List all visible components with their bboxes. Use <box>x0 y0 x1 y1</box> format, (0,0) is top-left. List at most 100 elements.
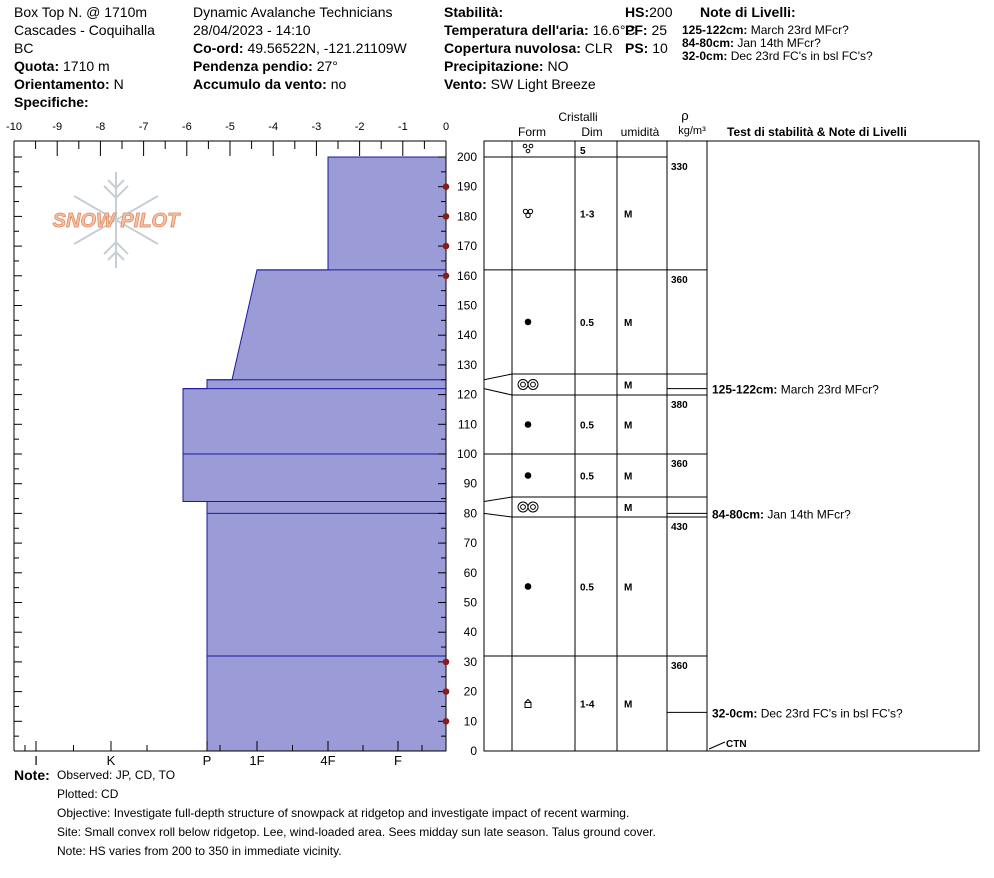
mf-outer-circle <box>527 379 539 390</box>
height-tick-label: 70 <box>464 536 478 550</box>
mf-inner-circle <box>530 504 536 510</box>
height-tick-label: 140 <box>457 328 477 342</box>
coord-label: Co-ord: <box>193 40 244 56</box>
height-tick-label: 190 <box>457 180 477 194</box>
sky-value: CLR <box>584 40 613 56</box>
test-arrow-line <box>708 741 726 750</box>
height-tick-label: 100 <box>457 447 477 461</box>
temp-tick-label: 0 <box>443 121 449 133</box>
pp-circle <box>525 212 531 219</box>
elevation: Quota: 1710 m <box>14 57 110 75</box>
height-tick-label: 150 <box>457 299 477 313</box>
hardness-tick-label: I <box>34 753 38 768</box>
layer-dim: 0.5 <box>580 318 594 329</box>
operator-name: Dynamic Avalanche Technicians <box>193 4 393 20</box>
aspect: Orientamento: N <box>14 75 124 93</box>
layer-dim: 0.5 <box>580 472 594 483</box>
note-line-5: Note: HS varies from 200 to 350 in immed… <box>57 844 342 858</box>
layer-moisture: M <box>624 421 632 432</box>
coord-value: 49.56522N, -121.21109W <box>247 40 407 56</box>
note-line-1: Observed: JP, CD, TO <box>57 768 176 782</box>
temperature-point <box>442 213 450 220</box>
elevation-label: Quota: <box>14 58 60 74</box>
hardness-tick-label: F <box>394 753 402 768</box>
layer-note-3: 32-0cm: Dec 23rd FC's in bsl FC's? <box>682 50 873 63</box>
ski-penetration: PS: 10 <box>625 39 668 57</box>
aspect-value: N <box>113 76 124 92</box>
wind-value: SW Light Breeze <box>490 76 596 92</box>
layer-moisture: M <box>624 318 632 329</box>
precipitation: Precipitazione: NO <box>444 57 568 75</box>
stability-note-range: 125-122cm: <box>712 383 781 397</box>
height-tick-label: 10 <box>464 714 478 728</box>
temp-tick-label: -7 <box>139 121 149 133</box>
layer-note-2: 84-80cm: Jan 14th MFcr? <box>682 37 821 50</box>
wind: Vento: SW Light Breeze <box>444 75 596 93</box>
height-tick-label: 170 <box>457 239 477 253</box>
height-tick-label: 200 <box>457 150 477 164</box>
meltfreeze-icon <box>517 501 539 513</box>
pf-value: 25 <box>651 22 668 38</box>
pp-circle <box>522 208 529 215</box>
height-tick-label: 30 <box>464 655 478 669</box>
hardness-tick-label: 4F <box>320 753 335 768</box>
stability-note-text: Jan 14th MFcr? <box>767 507 851 521</box>
round-grain-dot <box>524 583 532 590</box>
layer-note-2-range: 84-80cm: <box>682 36 735 50</box>
layer-density: 360 <box>671 275 688 286</box>
layer-density: 430 <box>671 522 688 533</box>
stability-note-range: 84-80cm: <box>712 507 767 521</box>
layer-dim: 1-3 <box>580 209 595 220</box>
temperature-point <box>442 688 450 695</box>
surface-icon <box>522 143 534 154</box>
temperature-point <box>442 183 450 190</box>
air-temp-value: 16.6°C <box>592 22 636 38</box>
stability-note-range: 32-0cm: <box>712 706 761 720</box>
snow-height: HS:200 <box>625 3 672 21</box>
ps-value: 10 <box>652 40 668 56</box>
slope-label: Pendenza pendio: <box>193 58 313 74</box>
temperature-point <box>442 718 450 725</box>
height-tick-label: 0 <box>470 744 477 758</box>
humidity-header: umidità <box>621 125 660 139</box>
layer-note-2-text: Jan 14th MFcr? <box>737 36 821 50</box>
height-tick-label: 40 <box>464 625 478 639</box>
layer-moisture: M <box>624 699 632 710</box>
aspect-label: Orientamento: <box>14 76 110 92</box>
test-result: CTN <box>726 739 747 750</box>
coordinates: Co-ord: 49.56522N, -121.21109W <box>193 39 407 57</box>
precip-label: Precipitazione: <box>444 58 544 74</box>
temperature-point <box>442 658 450 666</box>
temp-tick-label: -2 <box>355 121 365 133</box>
elevation-value: 1710 m <box>63 58 110 74</box>
temp-tick-label: -10 <box>6 121 22 133</box>
stability: Stabilità: <box>444 3 503 21</box>
hs-label: HS: <box>625 4 650 20</box>
wind-loading-label: Accumulo da vento: <box>193 76 327 92</box>
layer-connector-line <box>483 496 513 503</box>
mf-outer-circle <box>517 379 529 390</box>
layer-dim: 1-4 <box>580 699 595 710</box>
layer-moisture: M <box>624 582 632 593</box>
temp-tick-label: -5 <box>225 121 235 133</box>
region-name: Cascades - Coquihalla <box>14 22 155 38</box>
ps-label: PS: <box>625 40 649 56</box>
temp-tick-label: -3 <box>312 121 322 133</box>
layer-connector-line <box>483 388 513 396</box>
note-line-2: Plotted: CD <box>57 787 119 801</box>
slope-value: 27° <box>316 58 338 74</box>
pf-label: PF: <box>625 22 648 38</box>
layer-dim: 0.5 <box>580 421 594 432</box>
round-icon <box>524 318 532 326</box>
sf-circle <box>522 143 528 149</box>
mf-inner-circle <box>520 381 526 388</box>
temp-tick-label: -8 <box>96 121 106 133</box>
round-icon <box>524 472 532 479</box>
facet-icon <box>524 698 532 708</box>
height-tick-label: 160 <box>457 269 477 283</box>
air-temperature: Temperatura dell'aria: 16.6°C <box>444 21 636 39</box>
layer-density: 360 <box>671 459 688 470</box>
note-line-4: Site: Small convex roll below ridgetop. … <box>57 825 656 839</box>
wind-label: Vento: <box>444 76 487 92</box>
height-tick-label: 60 <box>464 566 478 580</box>
